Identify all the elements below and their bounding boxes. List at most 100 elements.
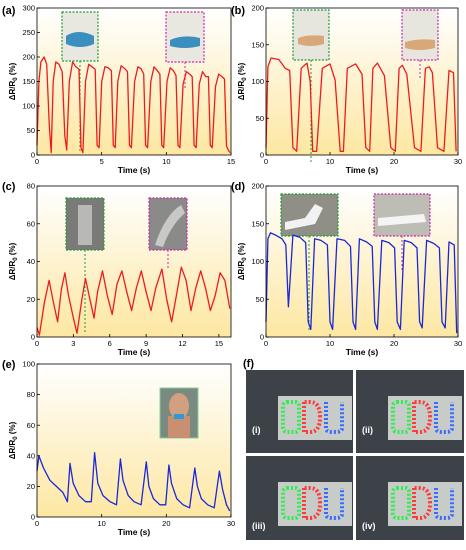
panel-d-xtick-label: 20 [390,339,398,348]
panel-e-label: (e) [2,359,16,371]
panel-a-ytick-label: 50 [27,126,35,135]
panel-b-xtick-label: 10 [326,157,334,166]
panel-a-photos [61,11,205,151]
panel-d-xtick-label: 30 [454,339,462,348]
panel-a-ylabel: ΔR/R0 (%) [8,62,19,100]
led-photo-2: (ii) [356,370,464,453]
panel-e-neck [168,416,190,438]
panel-a-label: (a) [2,5,16,17]
led-o-letter-3 [281,486,301,520]
panel-e-ytick-label: 60 [27,421,35,430]
panel-c-ytick-label: 60 [27,219,35,228]
panel-c-xtick-label: 12 [178,339,186,348]
panel-e-ytick-label: 0 [31,513,35,522]
panel-b-ytick-label: 200 [251,4,264,13]
ylabel-unit: (%) [8,421,17,436]
panel-d-ylabel: ΔR/R0 (%) [237,242,248,280]
panel-e-xlabel: Time (s) [118,527,151,537]
panel-e-xtick-label: 20 [162,519,170,528]
ylabel-sub: 0 [13,77,19,81]
panel-b-xtick-label: 0 [264,157,268,166]
panel-c-xtick-label: 0 [35,339,39,348]
panel-a-ytick-label: 200 [22,53,35,62]
panel-c-ytick-label: 20 [27,295,35,304]
panel-f-photo-grid: (f) (i) (ii) (iii) [243,358,464,540]
ylabel-unit: (%) [8,242,17,257]
led-u-letter-2 [434,402,454,434]
panel-c-photos [65,197,188,333]
panel-c-knee-2 [155,205,185,247]
panel-b-xlabel: Time (s) [346,165,379,175]
panel-c-xtick-label: 9 [144,339,148,348]
panel-a-finger-glove [66,32,94,47]
ylabel-main: ΔR/R [8,261,17,281]
panel-a-xlabel: Time (s) [118,165,151,175]
ylabel-main: ΔR/R [8,81,17,101]
panel-b-ytick-label: 150 [251,40,264,49]
panel-c-series-line [36,266,231,336]
panel-a-xtick-label: 5 [100,157,104,166]
panel-b-photo-bent [292,9,330,61]
panel-c-xtick-label: 6 [108,339,112,348]
led-o-letter-1 [281,400,301,434]
panel-e-series-line [36,452,231,512]
led-u-letter-1 [324,402,344,434]
panel-b-finger [298,35,324,46]
panel-d-ytick-label: 150 [251,219,264,228]
panel-b-ylabel: ΔR/R0 (%) [237,62,248,100]
panel-b-xtick-label: 20 [390,157,398,166]
ylabel-sub: 0 [13,257,19,261]
panel-c-ytick-label: 80 [27,182,35,191]
led-u-letter-3 [324,488,344,520]
panel-d-ytick-label: 50 [256,295,264,304]
panel-c-xtick-label: 15 [215,339,223,348]
led-d-letter-4 [412,486,433,520]
panel-c-ylabel: ΔR/R0 (%) [8,242,19,280]
panel-d-label: (d) [231,181,245,193]
panel-d-xtick-label: 10 [326,339,334,348]
panel-e-ytick-label: 80 [27,390,35,399]
panel-f-label: (f) [243,358,254,370]
led-photo-4: (iv) [356,456,464,540]
led-u-letter-4 [434,488,454,520]
panel-e-sensor [174,414,184,419]
led-o-letter-4 [391,486,411,520]
panel-c-xtick-label: 3 [71,339,75,348]
led-photo-1: (i) [246,370,353,453]
panel-e-ytick-label: 40 [27,451,35,460]
panel-b-finger-2 [405,39,435,50]
panel-d-arm [285,204,323,230]
panel-a-xtick-label: 15 [227,157,235,166]
panel-d-xtick-label: 0 [264,339,268,348]
ylabel-unit: (%) [8,62,17,77]
panel-b-ytick-label: 50 [256,114,264,123]
panel-a-xtick-label: 0 [35,157,39,166]
panel-a-ytick-label: 250 [22,28,35,37]
led-d-letter-3 [302,486,323,520]
led-d-letter-1 [302,400,323,434]
panel-c-ytick-label: 0 [31,333,35,342]
panel-d-arm-2 [378,214,426,226]
panel-a-ytick-label: 0 [31,151,35,160]
led-photo-3-caption: (iii) [252,521,266,531]
ylabel-main: ΔR/R [237,261,246,281]
panel-e-xtick-label: 0 [35,519,39,528]
panel-e-ytick-label: 20 [27,482,35,491]
panel-e-xtick-label: 10 [97,519,105,528]
panel-e-ylabel: ΔR/R0 (%) [8,421,19,459]
panel-a-xtick-label: 10 [162,157,170,166]
panel-b-photos [292,9,439,162]
panel-b-series-line [265,57,457,152]
panel-a-finger-glove-2 [170,36,200,48]
led-photo-1-caption: (i) [252,425,261,435]
panel-e-photos [159,387,199,439]
panel-e-face [169,393,189,419]
panel-d-photos [280,193,431,332]
led-photo-3: (iii) [246,456,353,540]
ylabel-sub: 0 [242,77,248,81]
ylabel-unit: (%) [237,62,246,77]
